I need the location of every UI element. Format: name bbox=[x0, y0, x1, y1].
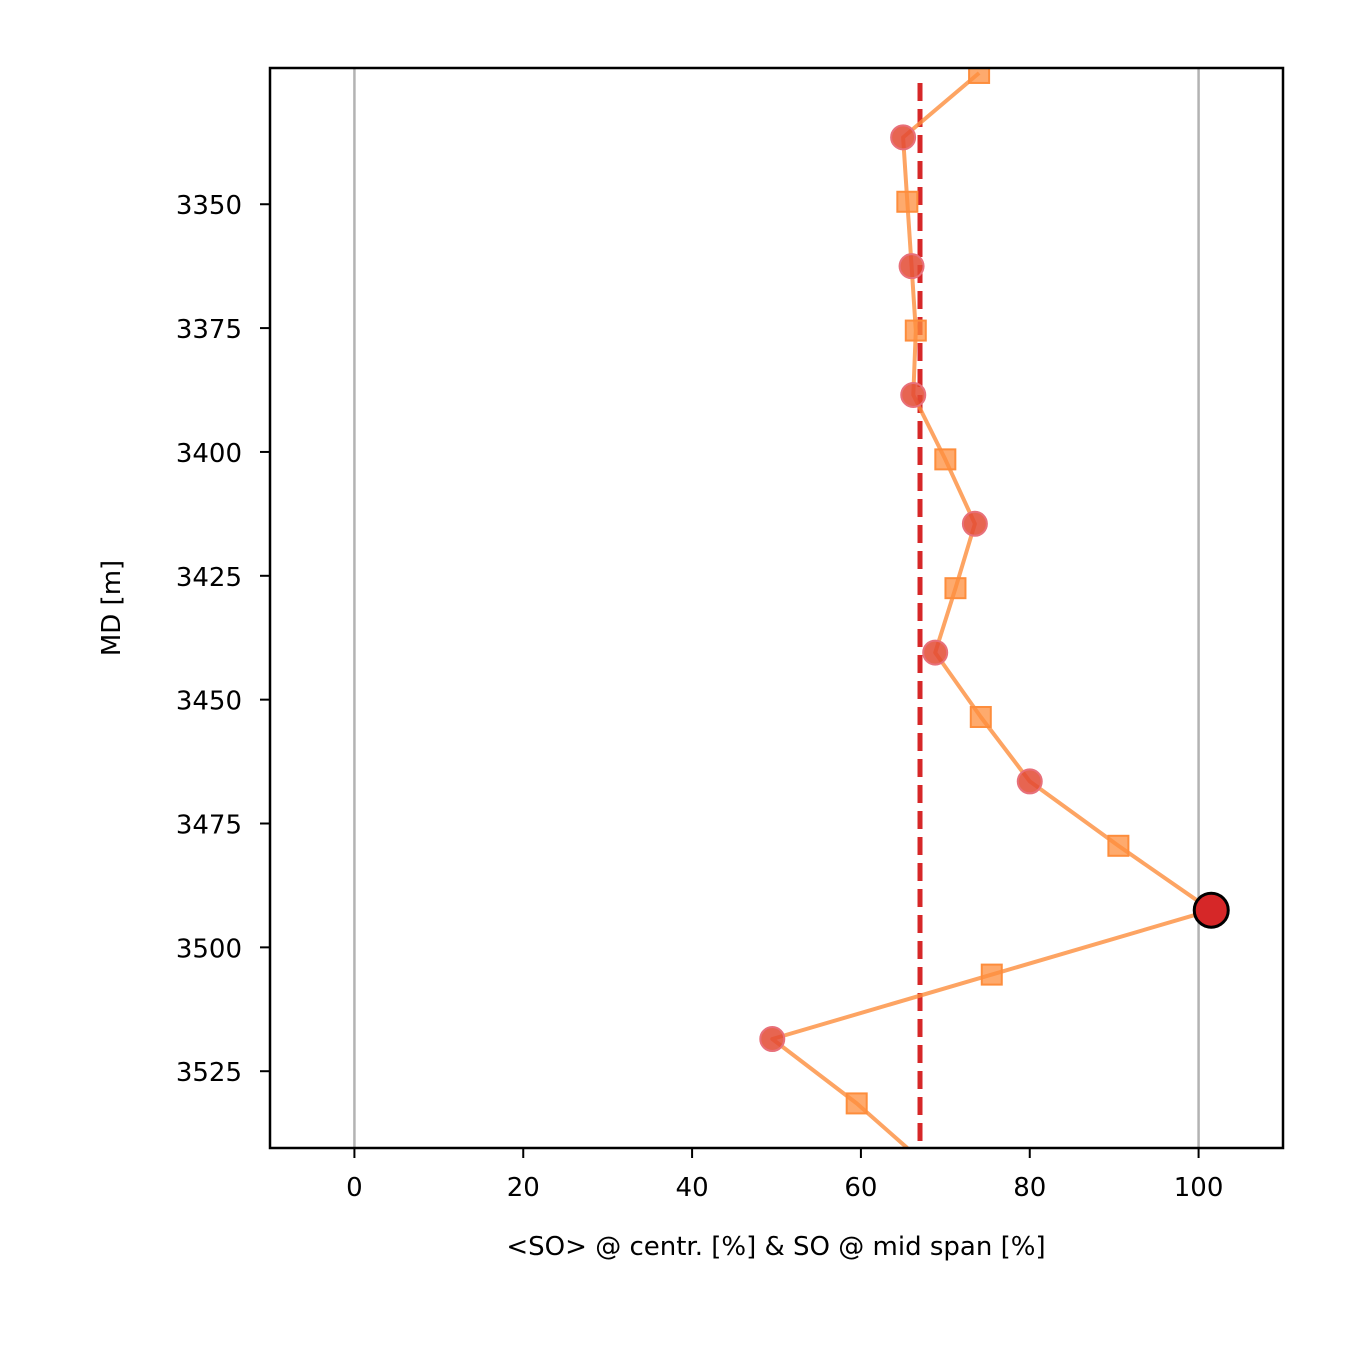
circle-marker-5 bbox=[1016, 768, 1043, 795]
square-marker-7 bbox=[980, 963, 1003, 986]
x-tick-label-0: 0 bbox=[346, 1173, 363, 1203]
y-axis-label: MD [m] bbox=[97, 560, 127, 656]
square-marker-6 bbox=[1107, 834, 1130, 857]
y-tick-label-3475: 3475 bbox=[176, 811, 242, 841]
axes-frame bbox=[268, 66, 1285, 1150]
circle-marker-0 bbox=[890, 124, 917, 151]
x-tick-label-80: 80 bbox=[1013, 1173, 1046, 1203]
x-tick-label-40: 40 bbox=[676, 1173, 709, 1203]
square-marker-0 bbox=[968, 68, 991, 84]
square-marker-1 bbox=[896, 190, 919, 213]
x-tick-label-20: 20 bbox=[507, 1173, 540, 1203]
square-marker-3 bbox=[934, 448, 957, 471]
x-tick-label-60: 60 bbox=[844, 1173, 877, 1203]
y-tick-label-3500: 3500 bbox=[176, 934, 242, 964]
y-tick-label-3350: 3350 bbox=[176, 191, 242, 221]
plot-content bbox=[353, 68, 1214, 1148]
circle-marker-3 bbox=[961, 510, 988, 537]
circle-marker-6 bbox=[759, 1026, 786, 1053]
circle-marker-1 bbox=[898, 253, 925, 280]
x-axis-label: <SO> @ centr. [%] & SO @ mid span [%] bbox=[506, 1232, 1045, 1262]
circle-marker-2 bbox=[900, 381, 927, 408]
y-tick-label-3375: 3375 bbox=[176, 315, 242, 345]
y-tick-label-3400: 3400 bbox=[176, 439, 242, 469]
circle-marker-4 bbox=[922, 639, 949, 666]
y-tick-label-3425: 3425 bbox=[176, 563, 242, 593]
square-marker-2 bbox=[904, 319, 927, 342]
square-marker-4 bbox=[944, 577, 967, 600]
y-tick-label-3525: 3525 bbox=[176, 1058, 242, 1088]
plot-area bbox=[353, 68, 1230, 1148]
square-marker-5 bbox=[969, 705, 992, 728]
series-line bbox=[770, 71, 1214, 1148]
highlight-marker-0 bbox=[1192, 891, 1230, 929]
y-tick-label-3450: 3450 bbox=[176, 687, 242, 717]
square-marker-8 bbox=[845, 1092, 868, 1115]
x-tick-label-100: 100 bbox=[1174, 1173, 1224, 1203]
axes: 0 20 40 60 80 100 3350 3375 3400 3425 3450 3475 3500… bbox=[176, 66, 1285, 1203]
